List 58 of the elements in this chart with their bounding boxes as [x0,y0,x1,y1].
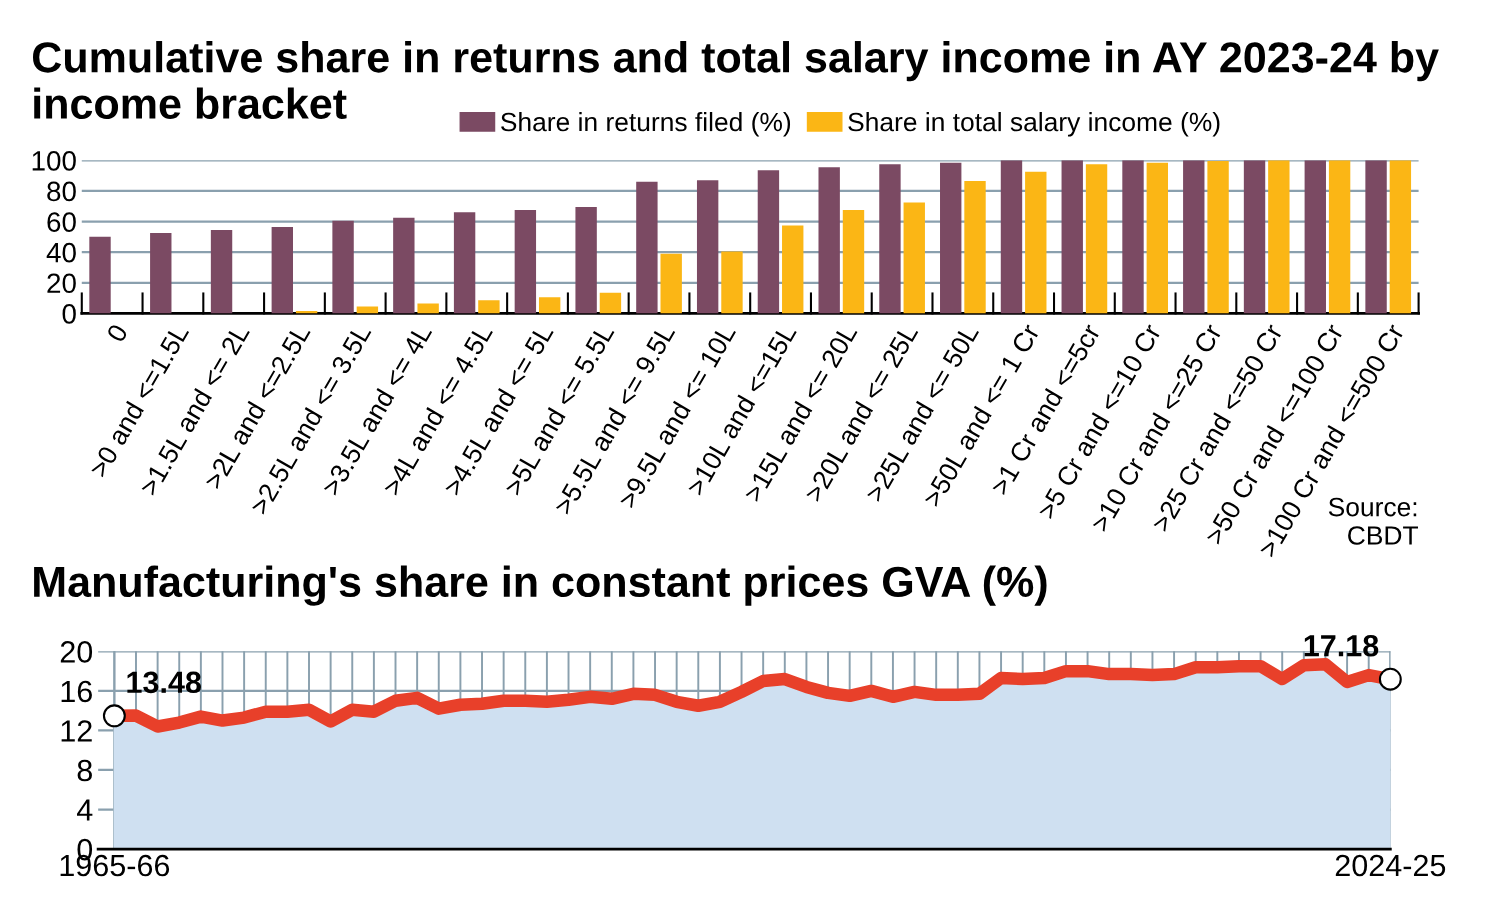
bar [1207,161,1229,314]
bar [1328,160,1351,314]
bar [818,167,840,314]
bar [964,181,986,314]
bar [1061,160,1083,314]
legend-label: Share in total salary income (%) [848,111,1220,137]
y-tick-label: 60 [47,212,76,232]
bar [393,217,415,314]
bar [89,236,111,314]
y-tick-label: 40 [46,242,76,263]
bar [696,180,719,314]
bar [1000,160,1023,314]
bar [1085,164,1108,314]
bar [660,253,682,314]
bar [1365,160,1387,314]
chart-title: Manufacturing's share in constant prices GVA (%) [34,565,1047,606]
bar [453,212,476,314]
y-tick-label: 100 [32,151,76,171]
bar [879,164,901,314]
bar [478,300,500,314]
bar [575,207,597,314]
bar [417,303,439,314]
annotation: 17.18 [1304,634,1379,657]
bar [1243,160,1266,314]
source-note: Source: CBDT [1328,497,1418,545]
bar [1025,171,1047,314]
bar [1304,160,1326,314]
annotation: 13.48 [127,671,201,694]
y-tick-label: 16 [61,680,92,703]
bar [842,210,865,314]
bar [538,297,561,314]
x-tick-label: 0 [105,322,129,344]
bar [1122,160,1144,314]
y-tick-label: 80 [47,181,76,202]
bar [356,306,379,314]
bar [1389,160,1412,314]
y-tick-label: 20 [47,273,76,294]
bar [636,181,658,314]
y-tick-label: 4 [76,799,93,821]
bar [782,225,804,314]
x-tick-label: 2024-25 [1335,854,1446,877]
bar [210,229,233,314]
y-tick-label: 20 [60,641,93,663]
bar [940,162,962,314]
bar [271,226,293,314]
bar [514,210,537,314]
bar [332,220,354,314]
bar [757,170,780,314]
bar [599,292,622,314]
y-tick-label: 0 [62,304,76,324]
bar [150,233,172,314]
bar [721,251,743,314]
y-tick-label: 8 [77,759,92,782]
bar [1268,160,1290,314]
bar [1183,160,1205,314]
y-tick-label: 12 [61,720,92,742]
bar [903,202,925,314]
bar [1146,162,1169,314]
